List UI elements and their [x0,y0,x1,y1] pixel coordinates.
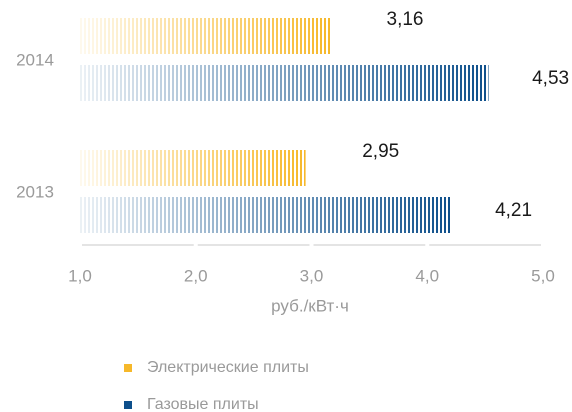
legend-label: Газовые плиты [147,396,259,412]
value-label: 4,21 [495,200,532,221]
bar [80,65,489,101]
x-tick-label: 3,0 [300,266,324,285]
bar [80,150,306,186]
x-tick-label: 5,0 [531,266,555,285]
legend-swatch [124,401,132,409]
category-label: 2014 [16,50,54,69]
legend-swatch [124,364,132,372]
bar [80,18,331,54]
bar [80,197,452,233]
x-tick-label: 4,0 [415,266,439,285]
x-tick-label: 1,0 [68,266,92,285]
value-label: 2,95 [362,141,399,162]
value-label: 3,16 [387,9,424,30]
legend-label: Электрические плиты [147,359,309,376]
category-label: 2013 [16,182,54,201]
x-axis-label: руб./кВт·ч [271,296,349,315]
x-tick-label: 2,0 [184,266,208,285]
value-label: 4,53 [532,68,569,89]
